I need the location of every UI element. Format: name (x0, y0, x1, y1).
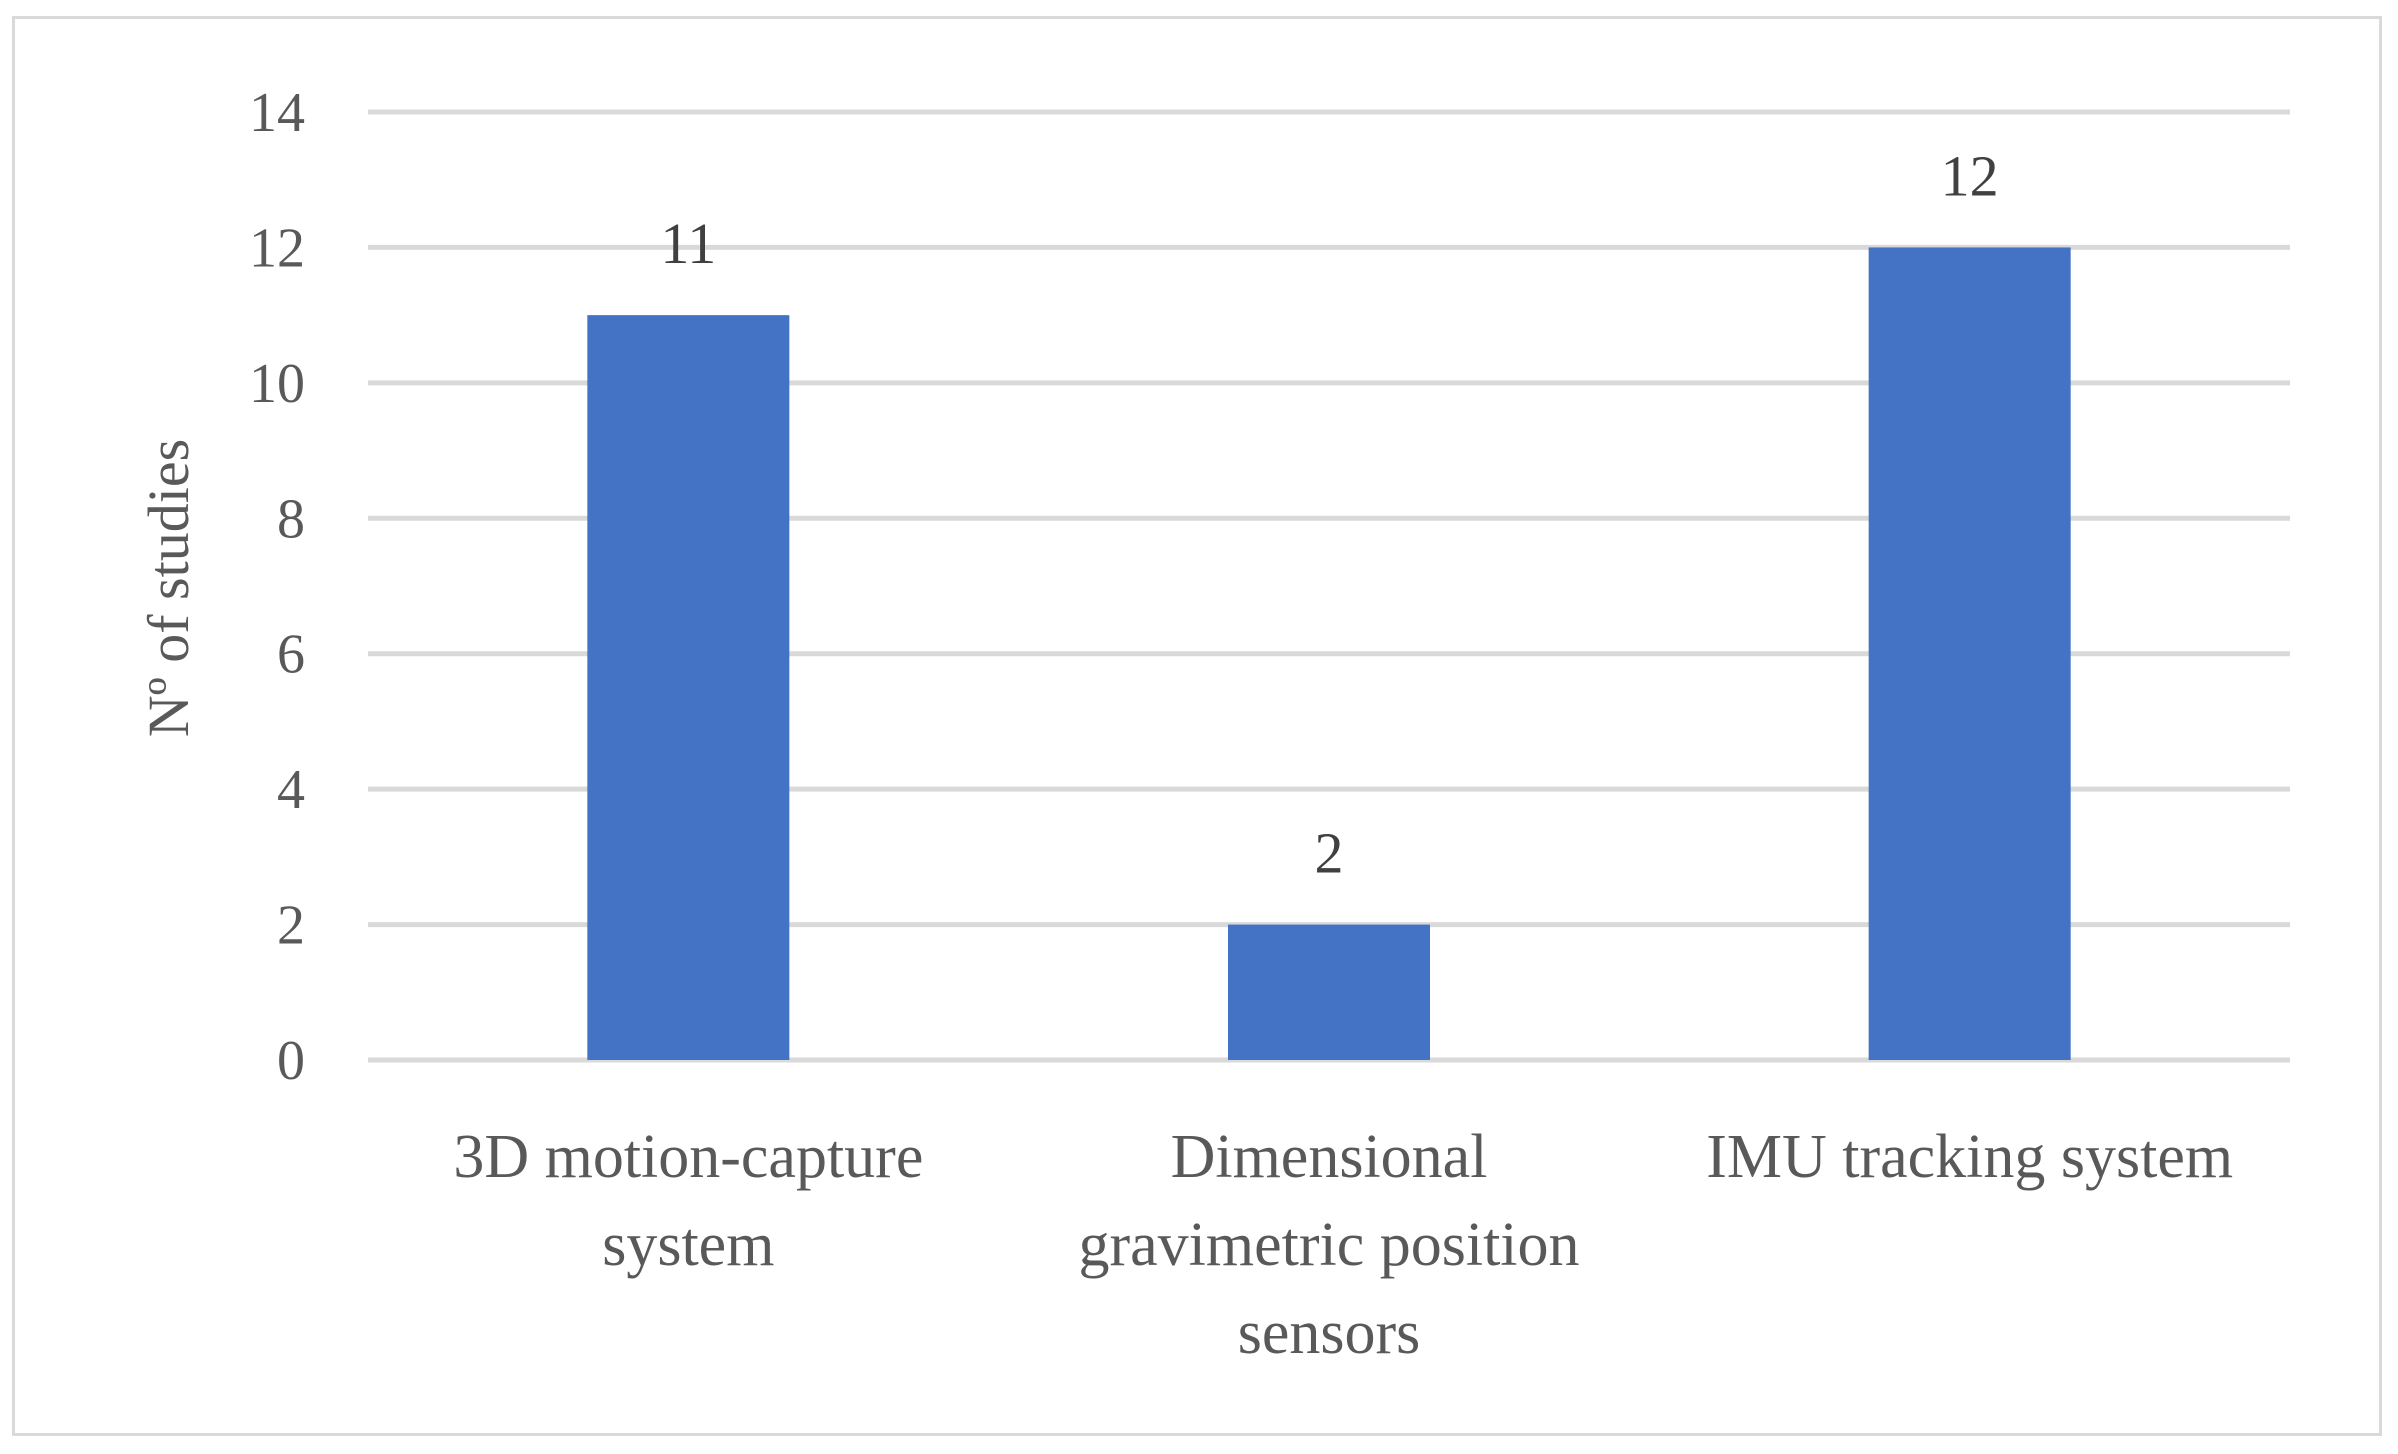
y-tick-label: 14 (249, 82, 305, 144)
y-tick-label: 6 (277, 624, 305, 686)
y-tick-label: 2 (277, 895, 305, 957)
y-tick-label: 4 (277, 759, 305, 821)
x-category-label-line: 3D motion-capture (453, 1123, 923, 1191)
y-axis-ticks: 0 2 4 6 8 10 12 14 (249, 82, 305, 1092)
bar (1228, 924, 1430, 1060)
category-labels: 3D motion-capture system Dimensional gravim… (453, 1123, 2233, 1367)
y-tick-label: 12 (249, 217, 305, 279)
y-tick-label: 0 (277, 1030, 305, 1092)
bars (587, 247, 2071, 1061)
data-label: 12 (1941, 143, 1999, 208)
x-category-label: Dimensional gravimetric position sensors (1078, 1123, 1579, 1367)
bar (587, 315, 790, 1061)
y-tick-label: 10 (249, 353, 305, 415)
x-category-label-line: IMU tracking system (1706, 1123, 2233, 1191)
y-tick-label: 8 (277, 488, 305, 550)
bar (1868, 247, 2071, 1060)
data-labels: 11 2 12 (660, 143, 1998, 885)
data-label: 11 (660, 211, 716, 276)
x-category-label-line: gravimetric position (1078, 1211, 1579, 1279)
x-category-label-line: system (602, 1211, 774, 1279)
x-category-label-line: Dimensional (1171, 1123, 1488, 1191)
y-axis-title: Nº of studies (136, 439, 201, 737)
data-label: 2 (1315, 821, 1344, 886)
x-category-label-line: sensors (1238, 1299, 1421, 1367)
x-category-label: IMU tracking system (1706, 1123, 2233, 1191)
x-category-label: 3D motion-capture system (453, 1123, 923, 1279)
